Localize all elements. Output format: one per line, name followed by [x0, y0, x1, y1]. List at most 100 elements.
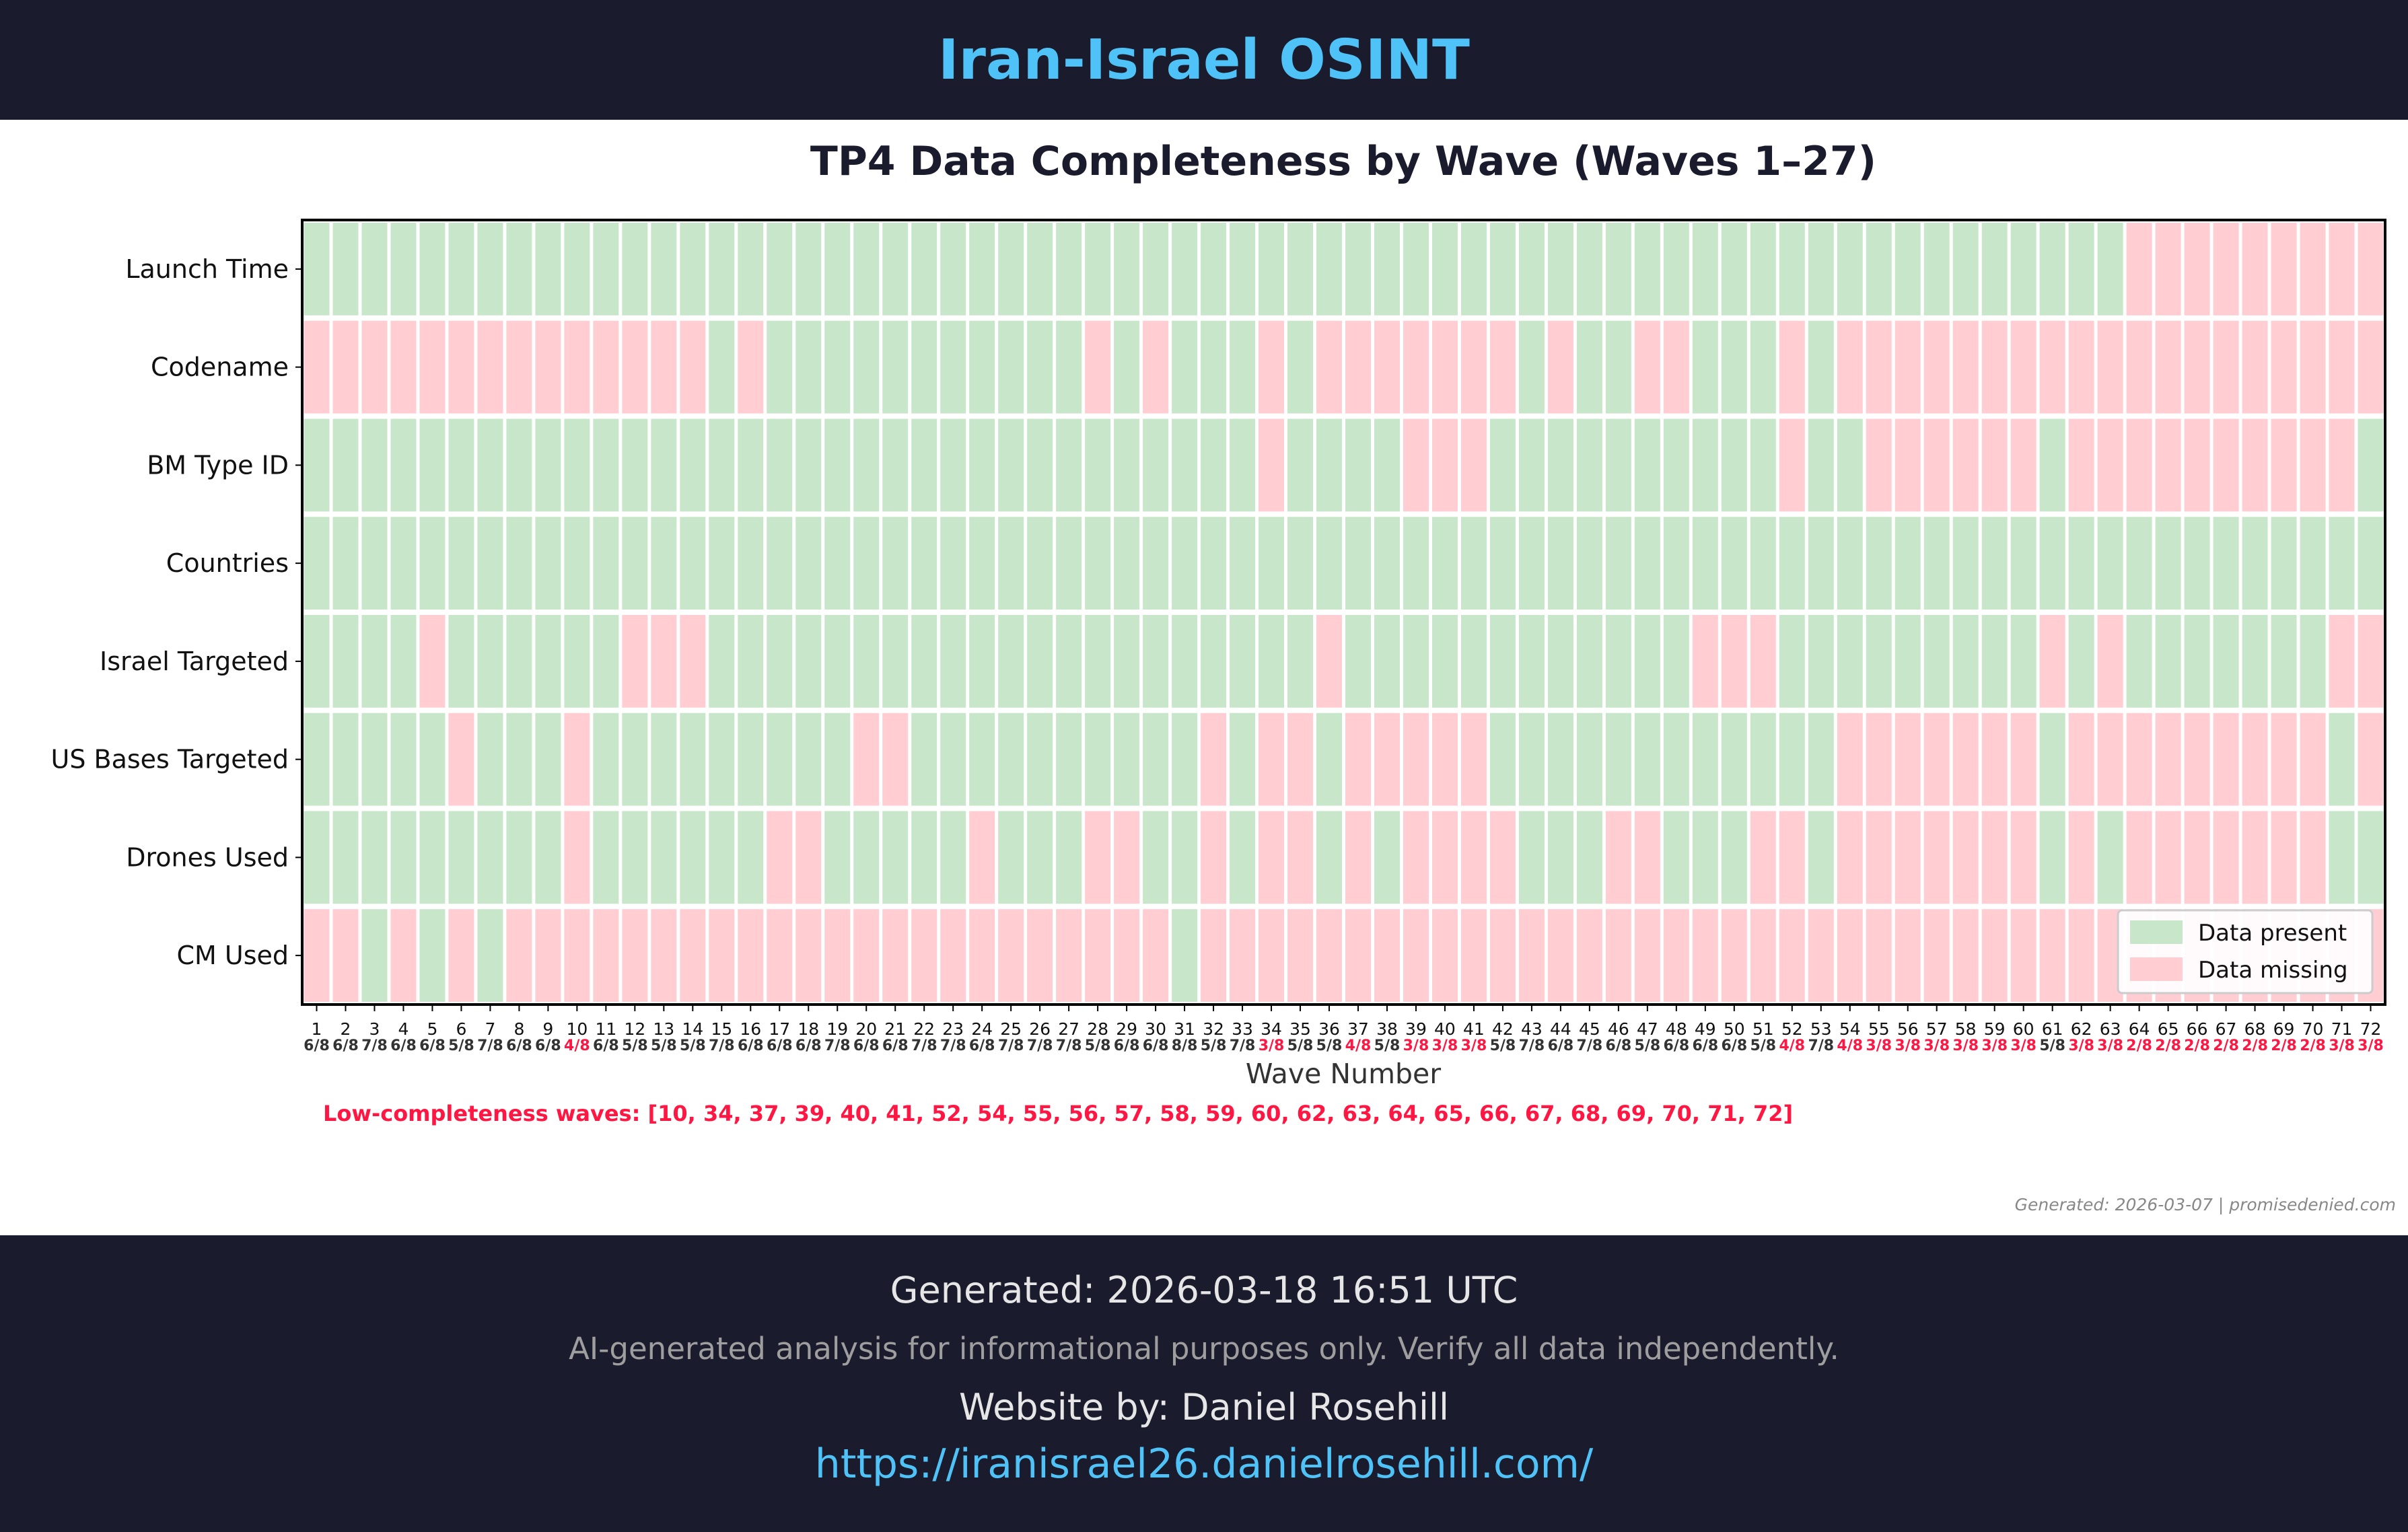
heatmap-cell — [332, 418, 359, 512]
heatmap-cell — [2010, 418, 2037, 512]
heatmap-cell — [2068, 517, 2094, 610]
completeness-fraction-label: 2/8 — [2155, 1037, 2181, 1054]
heatmap-cell — [998, 615, 1024, 708]
heatmap-cell — [1259, 713, 1285, 806]
heatmap-cell — [1721, 909, 1747, 1002]
heatmap-cell — [767, 223, 793, 316]
heatmap-cell — [2358, 418, 2384, 512]
heatmap-cell — [2010, 517, 2037, 610]
x-tick-label: 34 — [1261, 1019, 1282, 1039]
heatmap-cell — [1143, 517, 1169, 610]
heatmap-cell — [2329, 517, 2355, 610]
heatmap-cell — [1172, 811, 1198, 904]
heatmap-cell — [1894, 713, 1921, 806]
heatmap-cell — [2068, 811, 2094, 904]
x-tick-label: 36 — [1318, 1019, 1340, 1039]
heatmap-cell — [1431, 811, 1458, 904]
heatmap-cell — [477, 223, 503, 316]
heatmap-cell — [1287, 223, 1314, 316]
heatmap-cell — [1634, 517, 1660, 610]
completeness-fraction-label: 5/8 — [622, 1037, 648, 1054]
heatmap-cell — [1460, 418, 1487, 512]
x-tick-label: 67 — [2216, 1019, 2237, 1039]
heatmap-cell — [1114, 418, 1140, 512]
heatmap-cell — [622, 909, 648, 1002]
heatmap-cell — [1866, 418, 1892, 512]
heatmap-cell — [795, 320, 822, 414]
heatmap-cell — [1721, 615, 1747, 708]
heatmap-cell — [1894, 320, 1921, 414]
heatmap-cell — [911, 811, 937, 904]
heatmap-cell — [882, 517, 909, 610]
heatmap-cell — [1518, 418, 1545, 512]
heatmap-cell — [390, 418, 417, 512]
completeness-fraction-label: 8/8 — [1172, 1037, 1198, 1054]
heatmap-cell — [969, 418, 995, 512]
heatmap-cell — [1085, 517, 1111, 610]
heatmap-cell — [1518, 223, 1545, 316]
x-tick-label: 38 — [1376, 1019, 1398, 1039]
completeness-fraction-label: 7/8 — [1027, 1037, 1053, 1054]
heatmap-cell — [2300, 223, 2326, 316]
heatmap-cell — [1547, 811, 1573, 904]
heatmap-cell — [506, 418, 532, 512]
heatmap-cell — [1345, 320, 1371, 414]
heatmap-cell — [361, 615, 388, 708]
heatmap-cell — [1230, 909, 1256, 1002]
heatmap-cell — [1201, 418, 1227, 512]
heatmap-cell — [361, 320, 388, 414]
x-tick-label: 48 — [1666, 1019, 1687, 1039]
heatmap-cell — [940, 517, 966, 610]
x-tick-label: 19 — [826, 1019, 848, 1039]
heatmap-cell — [1605, 713, 1631, 806]
heatmap-cell — [1403, 713, 1429, 806]
heatmap-cell — [2329, 713, 2355, 806]
heatmap-cell — [1750, 615, 1776, 708]
heatmap-cell — [651, 517, 677, 610]
completeness-fraction-label: 6/8 — [304, 1037, 330, 1054]
heatmap-cell — [2155, 320, 2181, 414]
heatmap-cell — [1692, 517, 1718, 610]
heatmap-cell — [1692, 223, 1718, 316]
heatmap-cell — [448, 909, 474, 1002]
heatmap-cell — [1431, 713, 1458, 806]
heatmap-cell — [1259, 418, 1285, 512]
heatmap-cell — [1114, 615, 1140, 708]
x-tick-label: 59 — [1984, 1019, 2006, 1039]
heatmap-cell — [2271, 223, 2297, 316]
heatmap-cell — [1201, 223, 1227, 316]
heatmap-cell — [304, 811, 330, 904]
completeness-fraction-label: 3/8 — [2068, 1037, 2094, 1054]
heatmap-cell — [1143, 320, 1169, 414]
heatmap-cell — [1952, 320, 1979, 414]
heatmap-cell — [477, 320, 503, 414]
heatmap-cell — [1114, 811, 1140, 904]
x-tick-label: 72 — [2360, 1019, 2382, 1039]
heatmap-cell — [1547, 320, 1573, 414]
heatmap-cell — [738, 320, 764, 414]
heatmap-cell — [390, 615, 417, 708]
heatmap-cell — [2358, 517, 2384, 610]
heatmap-cell — [998, 223, 1024, 316]
heatmap-cell — [2184, 320, 2210, 414]
x-tick-label: 37 — [1347, 1019, 1369, 1039]
heatmap-cell — [767, 811, 793, 904]
x-tick-label: 57 — [1926, 1019, 1948, 1039]
heatmap-cell — [2184, 615, 2210, 708]
heatmap-cell — [2300, 320, 2326, 414]
heatmap-cell — [593, 615, 619, 708]
footer-url-link[interactable]: https://iranisrael26.danielrosehill.com/ — [814, 1440, 1594, 1488]
x-tick-label: 14 — [682, 1019, 703, 1039]
heatmap-cell — [709, 909, 735, 1002]
heatmap-cell — [1259, 517, 1285, 610]
x-tick-label: 27 — [1058, 1019, 1079, 1039]
watermark: Generated: 2026-03-07 | promisedenied.co… — [2015, 1195, 2396, 1214]
completeness-fraction-label: 2/8 — [2213, 1037, 2239, 1054]
heatmap-cell — [593, 713, 619, 806]
heatmap-cell — [1837, 811, 1863, 904]
completeness-fraction-label: 2/8 — [2271, 1037, 2297, 1054]
heatmap-cell — [2358, 811, 2384, 904]
page-footer: Generated: 2026-03-18 16:51 UTC AI-gener… — [0, 1235, 2408, 1532]
heatmap-cell — [1345, 909, 1371, 1002]
x-tick-label: 58 — [1955, 1019, 1977, 1039]
